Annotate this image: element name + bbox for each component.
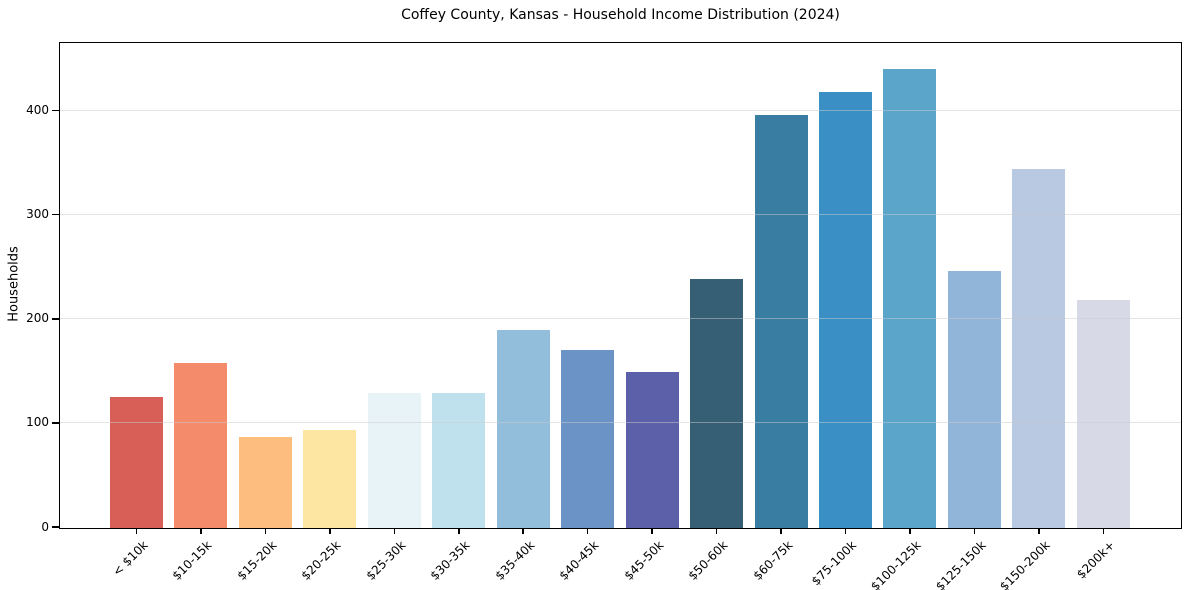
x-tick-label: $30-35k [427, 538, 473, 583]
x-tick-mark [200, 527, 202, 534]
y-tick-label: 200 [26, 311, 49, 326]
x-tick-mark [522, 527, 524, 534]
x-tick-mark [651, 527, 653, 534]
x-tick-mark [264, 527, 267, 534]
bar [625, 371, 679, 528]
y-tick-mark [52, 422, 59, 424]
bar [947, 270, 1001, 528]
x-tick-label: $60-75k [750, 538, 795, 583]
x-tick-mark [844, 527, 847, 534]
bar [110, 396, 163, 528]
gridline [60, 422, 1181, 424]
bar [818, 91, 872, 528]
x-tick-label: $25-30k [363, 538, 409, 583]
bar [238, 437, 292, 528]
x-tick-label: $20-25k [298, 538, 344, 583]
bar [303, 430, 357, 528]
gridline [60, 110, 1181, 112]
x-tick-mark [135, 527, 138, 534]
x-tick-mark [973, 527, 976, 534]
x-tick-label: $50-60k [685, 538, 731, 583]
y-tick-label: 100 [26, 415, 49, 430]
x-tick-label: $35-40k [492, 538, 538, 583]
x-tick-mark [393, 527, 396, 534]
y-tick-mark [52, 213, 59, 216]
bar [174, 362, 228, 528]
x-tick-mark [715, 527, 718, 534]
x-tick-mark [780, 527, 782, 534]
y-tick-label: 0 [41, 519, 49, 534]
bar [367, 392, 421, 528]
x-tick-label: $200k+ [1073, 538, 1118, 582]
bar [754, 114, 808, 528]
x-tick-label: $150-200k [997, 538, 1053, 590]
bar [432, 392, 486, 528]
bar [1012, 168, 1066, 528]
gridline [60, 318, 1181, 320]
x-tick-mark [1102, 527, 1104, 534]
x-tick-label: $10-15k [169, 538, 215, 583]
x-tick-mark [586, 527, 589, 534]
x-tick-label: $75-100k [809, 538, 860, 589]
bar [1076, 300, 1130, 528]
y-tick-mark [52, 109, 59, 112]
x-tick-label: $45-50k [621, 538, 666, 583]
bar [690, 279, 744, 528]
x-tick-label: $125-150k [932, 538, 989, 590]
y-tick-label: 300 [26, 207, 49, 222]
x-tick-mark [909, 527, 911, 534]
y-tick-mark [52, 318, 59, 320]
x-tick-label: $40-45k [556, 538, 602, 583]
x-tick-mark [329, 527, 331, 534]
x-tick-mark [458, 527, 460, 534]
y-tick-mark [52, 526, 59, 528]
plot-area: 0 100 200 300 400 < $10k $10-15k $15-20k $20-25k… [26, 42, 1182, 590]
bar [883, 68, 937, 528]
gridline [60, 214, 1181, 216]
bar [496, 330, 550, 528]
x-tick-label: $100-125k [868, 538, 924, 590]
x-tick-mark [1038, 527, 1040, 534]
bar [561, 350, 615, 528]
chart-title: Coffey County, Kansas - Household Income… [401, 7, 840, 23]
x-tick-label: < $10k [109, 538, 151, 579]
y-tick-label: 400 [26, 103, 49, 118]
x-tick-label: $15-20k [234, 538, 280, 583]
